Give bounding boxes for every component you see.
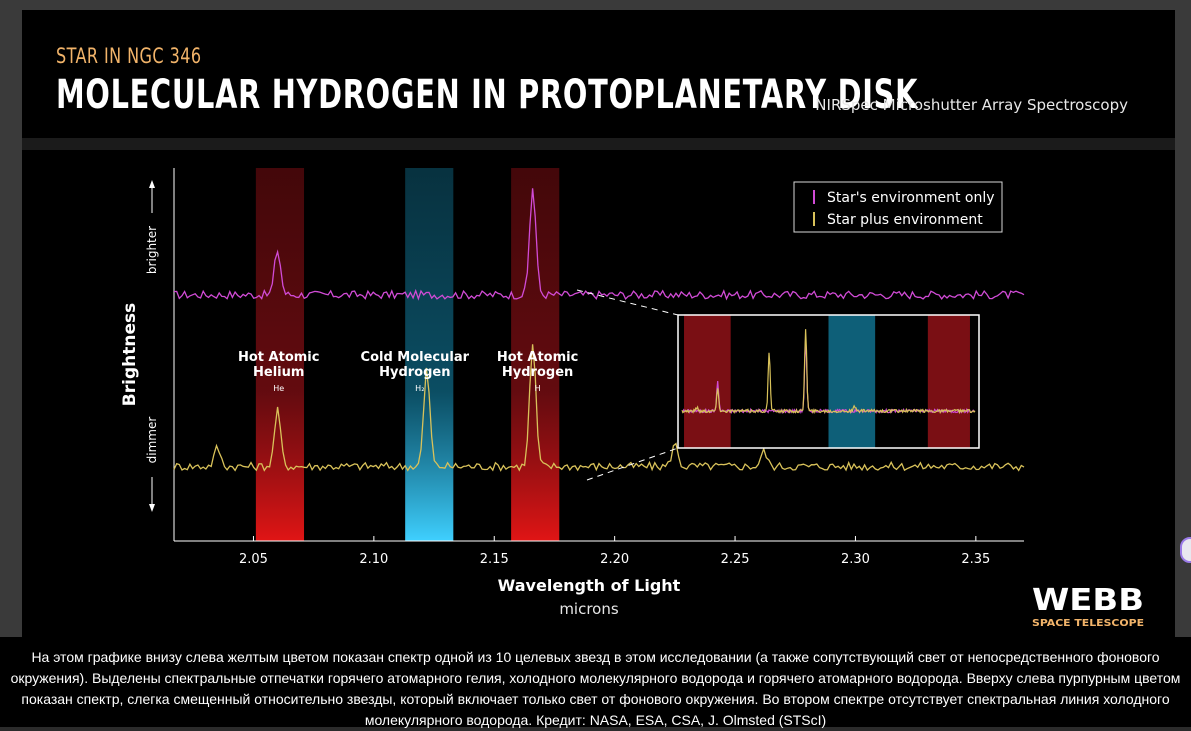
dimmer-arrow-head — [149, 504, 155, 512]
image-caption: На этом графике внизу слева желтым цвето… — [0, 637, 1191, 728]
logo-wordmark: WEBB — [1032, 583, 1144, 618]
series-line-1 — [173, 344, 1025, 472]
x-tick-label: 2.15 — [480, 552, 509, 567]
band-label-line2: Hydrogen — [502, 365, 573, 380]
x-tick-label: 2.35 — [961, 552, 990, 567]
x-tick-label: 2.20 — [600, 552, 629, 567]
y-dimmer-label: dimmer — [145, 417, 159, 464]
band-label-line1: Cold Molecular — [361, 350, 470, 365]
inset-series-line-1 — [681, 329, 976, 415]
x-axis-title: Wavelength of Light — [498, 576, 681, 595]
y-brighter-label: brighter — [145, 226, 159, 274]
floating-edge-button[interactable] — [1180, 537, 1191, 563]
instrument-label: NIRSpec Microshutter Array Spectroscopy — [815, 96, 1128, 114]
x-tick-label: 2.10 — [359, 552, 388, 567]
band-label-line2: Helium — [253, 365, 304, 380]
x-tick-label: 2.25 — [721, 552, 750, 567]
brighter-arrow-head — [149, 180, 155, 188]
band-symbol: H — [535, 384, 541, 393]
x-tick-label: 2.05 — [239, 552, 268, 567]
legend-box — [793, 181, 1003, 233]
infographic-panel: STAR IN NGC 346 MOLECULAR HYDROGEN IN PR… — [22, 10, 1175, 637]
spectrum-chart: 2.05 2.10 2.15 2.20 2.25 2.30 2.35 Wavelength o… — [120, 168, 1025, 618]
x-axis-unit: microns — [559, 600, 619, 618]
band-label-line1: Hot Atomic — [497, 350, 578, 365]
logo-tagline: SPACE TELESCOPE — [1032, 618, 1144, 629]
band-label-line1: Hot Atomic — [238, 350, 319, 365]
band-symbol: He — [273, 384, 284, 393]
band-0 — [255, 168, 305, 541]
subtitle: STAR IN NGC 346 — [56, 44, 202, 68]
band-label-line2: Hydrogen — [379, 365, 450, 380]
band-2 — [511, 168, 560, 541]
page-title: MOLECULAR HYDROGEN IN PROTOPLANETARY DIS… — [56, 72, 919, 118]
series-line-0 — [173, 188, 1025, 301]
header: STAR IN NGC 346 MOLECULAR HYDROGEN IN PR… — [22, 10, 1175, 138]
inset-connector-top — [576, 289, 679, 316]
inset-connector-bottom — [586, 447, 679, 481]
band-symbol: H₂ — [415, 384, 424, 393]
inset-band-0 — [684, 315, 731, 448]
x-tick-label: 2.30 — [841, 552, 870, 567]
header-divider — [22, 138, 1175, 150]
inset-frame — [677, 314, 980, 449]
legend-entry-1: Star plus environment — [827, 212, 983, 228]
inset-band-2 — [927, 315, 970, 448]
band-1 — [405, 168, 454, 541]
y-axis-title: Brightness — [120, 303, 140, 406]
inset-band-1 — [828, 315, 876, 448]
legend-entry-0: Star's environment only — [827, 190, 995, 206]
webb-logo: WEBB SPACE TELESCOPE — [1032, 583, 1144, 629]
